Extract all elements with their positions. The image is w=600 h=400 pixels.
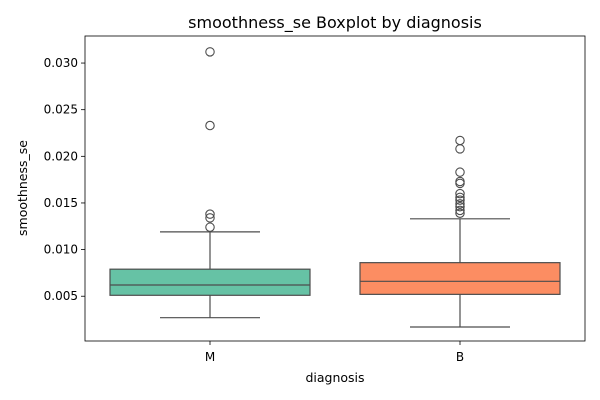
outlier-m-0: [205, 222, 215, 232]
chart-title: smoothness_se Boxplot by diagnosis: [188, 13, 482, 33]
plot-area: [109, 47, 561, 328]
box-m: [109, 268, 311, 296]
y-tick-label-5: 0.030: [44, 56, 78, 70]
y-tick-label-4: 0.025: [44, 103, 78, 117]
outlier-b-8: [455, 176, 465, 187]
outlier-m-2: [205, 209, 215, 219]
outlier-m-4: [205, 47, 215, 57]
outlier-b-4: [455, 195, 465, 205]
outlier-b-3: [455, 199, 465, 209]
y-axis-label: smoothness_se: [15, 140, 30, 236]
outlier-b-10: [455, 144, 465, 154]
y-tick-label-0: 0.005: [44, 289, 78, 303]
plot-frame: [84, 35, 586, 342]
outlier-b-11: [455, 135, 465, 146]
y-axis: 0.005 0.010 0.015 0.020 0.025 0.030: [44, 56, 85, 303]
y-tick-label-3: 0.020: [44, 149, 78, 163]
outlier-b-9: [455, 167, 465, 177]
y-tick-label-2: 0.015: [44, 196, 78, 210]
x-tick-label-m: M: [205, 350, 215, 364]
outlier-b-6: [455, 188, 465, 199]
box-b: [359, 262, 561, 295]
outlier-b-7: [455, 178, 465, 189]
outlier-b-5: [455, 192, 465, 203]
outlier-m-3: [205, 120, 215, 131]
y-tick-label-1: 0.010: [44, 243, 78, 257]
outlier-m-1: [205, 213, 215, 223]
outlier-b-2: [455, 201, 465, 212]
outlier-b-1: [455, 205, 465, 216]
x-axis-label: diagnosis: [305, 370, 364, 385]
x-tick-label-b: B: [456, 350, 464, 364]
outlier-b-0: [455, 208, 465, 218]
